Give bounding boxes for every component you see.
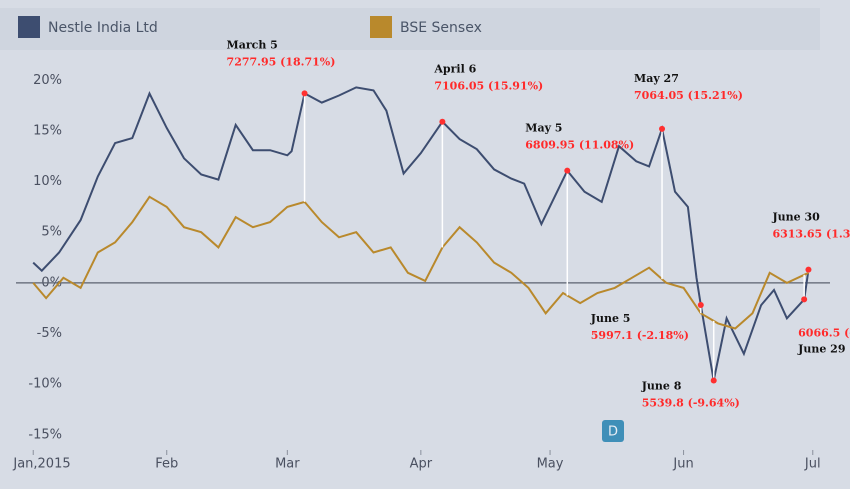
legend-swatch [370,16,392,38]
annotation-date: June 8 [641,380,682,393]
annotation-label: 5997.1 (-2.18%) [591,329,689,342]
annotation-point [564,167,571,174]
annotation-point [805,266,812,273]
y-tick-label: -10% [28,377,62,392]
annotation-date: June 30 [771,211,820,224]
annotation-point [301,90,308,97]
annotation-date: June 29 [797,342,845,355]
menu-button[interactable] [602,420,624,442]
legend-label: BSE Sensex [400,20,482,36]
legend-swatch [18,16,40,38]
annotation-label: 5539.8 (-9.64%) [642,397,740,410]
x-tick-label: May [537,457,564,472]
series-line [32,195,809,330]
annotation-date: June 5 [590,312,631,325]
annotation-point [801,296,808,303]
annotation-label: 6809.95 (11.08%) [525,139,634,152]
annotation-point [659,125,666,132]
x-tick-label: Apr [410,457,433,472]
annotation-point [439,118,446,125]
annotation-label: 6313.65 (1.31%) [772,228,850,241]
x-tick-label: Jul [804,457,821,472]
x-tick-label: Mar [275,457,300,472]
y-tick-label: -5% [37,326,62,341]
annotation-point [710,377,717,384]
x-tick-label: Jun [672,457,693,472]
x-tick-label: Jan,2015 [12,457,70,472]
y-tick-label: 5% [41,225,62,240]
y-tick-label: 20% [33,73,62,88]
annotation-date: May 27 [634,72,679,85]
annotation-date: April 6 [433,63,476,76]
annotation-label: 7106.05 (15.91%) [434,80,543,93]
y-tick-label: 10% [33,174,62,189]
annotation-label: 7064.05 (15.21%) [634,89,743,102]
y-tick-label: 15% [33,123,62,138]
annotation-label: 7277.95 (18.71%) [227,55,336,68]
menu-button-icon: D [608,425,618,440]
annotation-date: March 5 [227,38,278,51]
annotation-point [697,301,704,308]
legend-bar [0,8,820,50]
annotation-date: May 5 [525,122,562,135]
x-tick-label: Feb [155,457,178,472]
legend-label: Nestle India Ltd [48,20,158,36]
y-tick-label: -15% [28,427,62,442]
annotation-label: 6066.5 (-1.63%) [798,326,850,339]
